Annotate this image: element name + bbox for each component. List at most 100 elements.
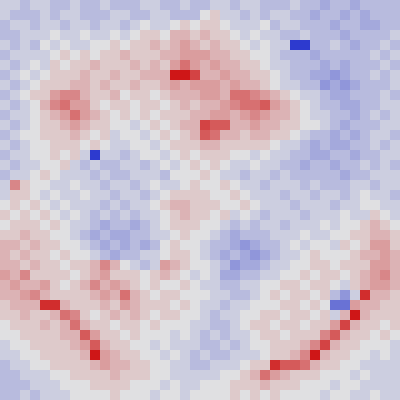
heatmap-cell [50,150,60,160]
heatmap-cell [210,280,220,290]
heatmap-cell [260,130,270,140]
heatmap-cell [80,230,90,240]
heatmap-cell [110,120,120,130]
heatmap-cell [180,340,190,350]
heatmap-cell [160,40,170,50]
heatmap-cell [260,300,270,310]
heatmap-cell [50,20,60,30]
heatmap-cell [250,60,260,70]
heatmap-cell [230,340,240,350]
heatmap-cell [390,260,400,270]
heatmap-cell [370,320,380,330]
heatmap-cell [280,360,290,370]
heatmap-cell [150,50,160,60]
heatmap-cell [200,350,210,360]
heatmap-cell [70,180,80,190]
heatmap-cell [380,250,390,260]
heatmap-cell [140,280,150,290]
heatmap-cell [40,150,50,160]
heatmap-cell [130,80,140,90]
heatmap-cell [320,320,330,330]
heatmap-cell [360,380,370,390]
heatmap-cell [390,230,400,240]
heatmap-cell [300,340,310,350]
heatmap-cell [280,300,290,310]
heatmap-cell [290,340,300,350]
heatmap-cell [390,270,400,280]
heatmap-cell [90,240,100,250]
heatmap-cell [390,70,400,80]
heatmap-cell [60,320,70,330]
heatmap-cell [100,290,110,300]
heatmap-cell [240,220,250,230]
heatmap-cell [0,100,10,110]
heatmap-cell [190,310,200,320]
heatmap-cell [320,60,330,70]
heatmap-cell [290,180,300,190]
heatmap-cell [70,10,80,20]
heatmap-cell [100,380,110,390]
heatmap-cell [350,130,360,140]
heatmap-cell [280,240,290,250]
heatmap-cell [380,340,390,350]
heatmap-cell [10,110,20,120]
heatmap-cell [310,40,320,50]
heatmap-cell [90,370,100,380]
heatmap-cell [170,370,180,380]
heatmap-cell [110,260,120,270]
heatmap-cell [210,300,220,310]
heatmap-cell [170,100,180,110]
heatmap-cell [40,170,50,180]
heatmap-cell [0,130,10,140]
heatmap-cell [200,330,210,340]
heatmap-cell [270,370,280,380]
heatmap-cell [110,90,120,100]
heatmap-cell [310,140,320,150]
heatmap-cell [160,30,170,40]
heatmap-cell [230,30,240,40]
heatmap-cell [310,160,320,170]
heatmap-cell [280,60,290,70]
heatmap-cell [150,110,160,120]
heatmap-cell [50,350,60,360]
heatmap-cell [210,210,220,220]
heatmap-cell [320,50,330,60]
heatmap-cell [240,20,250,30]
heatmap-cell [250,30,260,40]
heatmap-cell [10,230,20,240]
heatmap-cell [80,170,90,180]
heatmap-cell [200,300,210,310]
heatmap-cell [50,280,60,290]
heatmap-cell [140,20,150,30]
heatmap-cell [390,240,400,250]
heatmap-cell [130,140,140,150]
heatmap-cell [260,150,270,160]
heatmap-cell [110,100,120,110]
heatmap-cell [150,250,160,260]
heatmap-cell [350,310,360,320]
heatmap-cell [110,20,120,30]
heatmap-cell [390,390,400,400]
heatmap-cell [310,290,320,300]
heatmap-cell [220,380,230,390]
heatmap-cell [250,0,260,10]
heatmap-cell [380,90,390,100]
heatmap-cell [240,90,250,100]
heatmap-cell [90,290,100,300]
heatmap-cell [200,370,210,380]
heatmap-cell [40,70,50,80]
heatmap-cell [200,180,210,190]
heatmap-cell [320,80,330,90]
heatmap-cell [210,330,220,340]
heatmap-cell [270,60,280,70]
heatmap-cell [260,180,270,190]
heatmap-cell [380,230,390,240]
heatmap-cell [270,0,280,10]
heatmap-cell [130,40,140,50]
heatmap-cell [190,140,200,150]
heatmap-cell [180,170,190,180]
heatmap-cell [310,280,320,290]
heatmap-cell [10,390,20,400]
heatmap-cell [260,170,270,180]
heatmap-cell [90,230,100,240]
